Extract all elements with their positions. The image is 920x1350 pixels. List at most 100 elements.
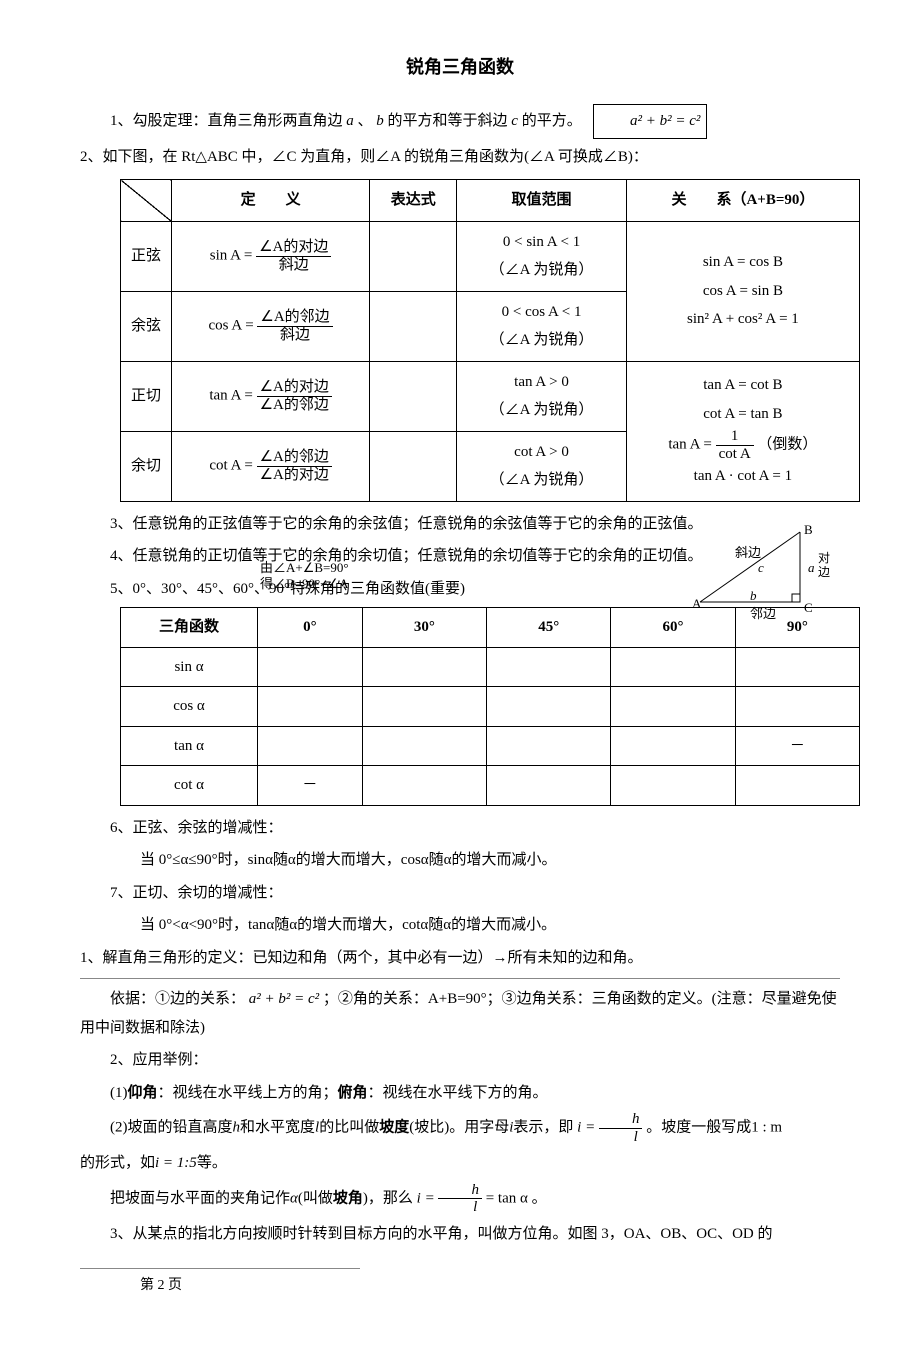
p11e: ：视线在水平线下方的角。 <box>368 1085 548 1101</box>
expr-cot <box>370 431 457 501</box>
def-tan: tan A = ∠A的对边 ∠A的邻边 <box>172 361 370 431</box>
col-rel: 关 系（A+B=90） <box>626 180 859 222</box>
rel2-l3-num: 1 <box>716 428 754 446</box>
rel2-l3: tan A = 1 cot A （倒数） <box>635 428 851 462</box>
row-sin-label: sin α <box>121 647 258 687</box>
cot0: － <box>258 766 363 806</box>
rel2-l2: cot A = tan B <box>635 400 851 429</box>
rel2-l3-frac: 1 cot A <box>716 428 754 462</box>
p13c: 坡角 <box>333 1190 363 1206</box>
col-range: 取值范围 <box>457 180 627 222</box>
range-sin-1: 0 < sin A < 1 <box>465 228 618 257</box>
tan45 <box>487 726 611 766</box>
paragraph-7: 7、正切、余切的增减性： <box>80 879 840 908</box>
sin-lhs: sin A = <box>210 248 253 264</box>
rel-tancot: tan A = cot B cot A = tan B tan A = 1 co… <box>626 361 859 501</box>
p12a: (2)坡面的铅直高度 <box>110 1120 233 1136</box>
var-a: a <box>346 113 354 129</box>
paragraph-10: 2、应用举例： <box>80 1046 840 1075</box>
def-cos: cos A = ∠A的邻边 斜边 <box>172 291 370 361</box>
cos-lhs: cos A = <box>209 318 254 334</box>
label-adj: 邻边 <box>750 606 776 621</box>
name-tan: 正切 <box>121 361 172 431</box>
overlap-text: 由∠A+∠B=90° 得∠B=90°−∠A <box>260 560 349 591</box>
p12k: i = 1:5 <box>155 1155 197 1171</box>
cot30 <box>362 766 486 806</box>
cot-den: ∠A的对边 <box>257 467 332 484</box>
range-cot-1: cot A > 0 <box>465 438 618 467</box>
tan-num: ∠A的对边 <box>257 379 332 397</box>
label-opp-1: 对 <box>818 551 830 565</box>
tan-frac: ∠A的对边 ∠A的邻边 <box>257 379 332 413</box>
p12c: 的比叫做 <box>319 1120 379 1136</box>
range-tan-2: （∠A 为锐角） <box>465 396 618 425</box>
name-sin: 正弦 <box>121 221 172 291</box>
p12e: (坡比)。用字母 <box>409 1120 509 1136</box>
tan-lhs: tan A = <box>209 388 252 404</box>
cot-num: ∠A的邻边 <box>257 449 332 467</box>
p12m: 等。 <box>197 1155 227 1171</box>
cos-frac: ∠A的邻边 斜边 <box>257 309 332 343</box>
col-30: 30° <box>362 608 486 648</box>
tan60 <box>611 726 735 766</box>
p12g-num: h <box>599 1111 643 1129</box>
row-tan: 正切 tan A = ∠A的对边 ∠A的邻边 tan A > 0 （∠A 为锐角… <box>121 361 860 431</box>
side-b: b <box>750 588 757 603</box>
range-sin: 0 < sin A < 1 （∠A 为锐角） <box>457 221 627 291</box>
cos45 <box>487 687 611 727</box>
divider <box>80 978 840 979</box>
tan-den: ∠A的邻边 <box>257 397 332 414</box>
cos30 <box>362 687 486 727</box>
p11d: 俯角 <box>338 1085 368 1101</box>
p12f: 表示，即 <box>513 1120 573 1136</box>
def-cot: cot A = ∠A的邻边 ∠A的对边 <box>172 431 370 501</box>
table-header-row: 定 义 表达式 取值范围 关 系（A+B=90） <box>121 180 860 222</box>
cos90 <box>735 687 859 727</box>
row-tan-label: tan α <box>121 726 258 766</box>
p13a: 把坡面与水平面的夹角记作 <box>110 1190 290 1206</box>
var-b: b <box>376 113 384 129</box>
tan90: － <box>735 726 859 766</box>
row-cot-vals: cot α － <box>121 766 860 806</box>
side-a: a <box>808 560 815 575</box>
right-triangle-diagram: A B C 斜边 c a 对 边 b 邻边 <box>680 522 840 622</box>
side-c: c <box>758 560 764 575</box>
p9-formula: a² + b² = c² <box>249 991 319 1007</box>
vertex-a: A <box>692 596 702 611</box>
col-expr: 表达式 <box>370 180 457 222</box>
p12h: h <box>233 1120 241 1136</box>
row-cos-label: cos α <box>121 687 258 727</box>
range-tan-1: tan A > 0 <box>465 368 618 397</box>
p1-suffix: 的平方。 <box>522 113 582 129</box>
p11a: (1) <box>110 1085 128 1101</box>
p13b: (叫做 <box>298 1190 333 1206</box>
expr-tan <box>370 361 457 431</box>
label-hyp: 斜边 <box>735 545 761 560</box>
p12g-frac: h l <box>599 1111 643 1145</box>
rel1-l1: sin A = cos B <box>635 248 851 277</box>
rel2-l3c: （倒数） <box>757 437 817 453</box>
cos0 <box>258 687 363 727</box>
var-c: c <box>511 113 518 129</box>
rel1-l2: cos A = sin B <box>635 277 851 306</box>
name-cot: 余切 <box>121 431 172 501</box>
paragraph-9: 依据：①边的关系： a² + b² = c² ；②角的关系：A+B=90°；③边… <box>80 985 840 1042</box>
sin45 <box>487 647 611 687</box>
p12g-lhs: i = <box>577 1120 595 1136</box>
cos-num: ∠A的邻边 <box>257 309 332 327</box>
rel-sincos: sin A = cos B cos A = sin B sin² A + cos… <box>626 221 859 361</box>
paragraph-2: 2、如下图，在 Rt△ABC 中，∠C 为直角，则∠A 的锐角三角函数为(∠A … <box>80 143 840 172</box>
tan30 <box>362 726 486 766</box>
p13g: 。 <box>532 1190 547 1206</box>
sin-frac: ∠A的对边 斜边 <box>256 239 331 273</box>
overlap-1: 由∠A+∠B=90° <box>260 560 349 576</box>
p13alpha: α <box>290 1190 298 1206</box>
p1-mid2: 的平方和等于斜边 <box>388 113 508 129</box>
vertex-b: B <box>804 522 813 537</box>
rel2-l1: tan A = cot B <box>635 371 851 400</box>
col-def: 定 义 <box>172 180 370 222</box>
sin-num: ∠A的对边 <box>256 239 331 257</box>
cot60 <box>611 766 735 806</box>
p12g-den: l <box>599 1129 643 1146</box>
paragraph-6: 6、正弦、余弦的增减性： <box>80 814 840 843</box>
